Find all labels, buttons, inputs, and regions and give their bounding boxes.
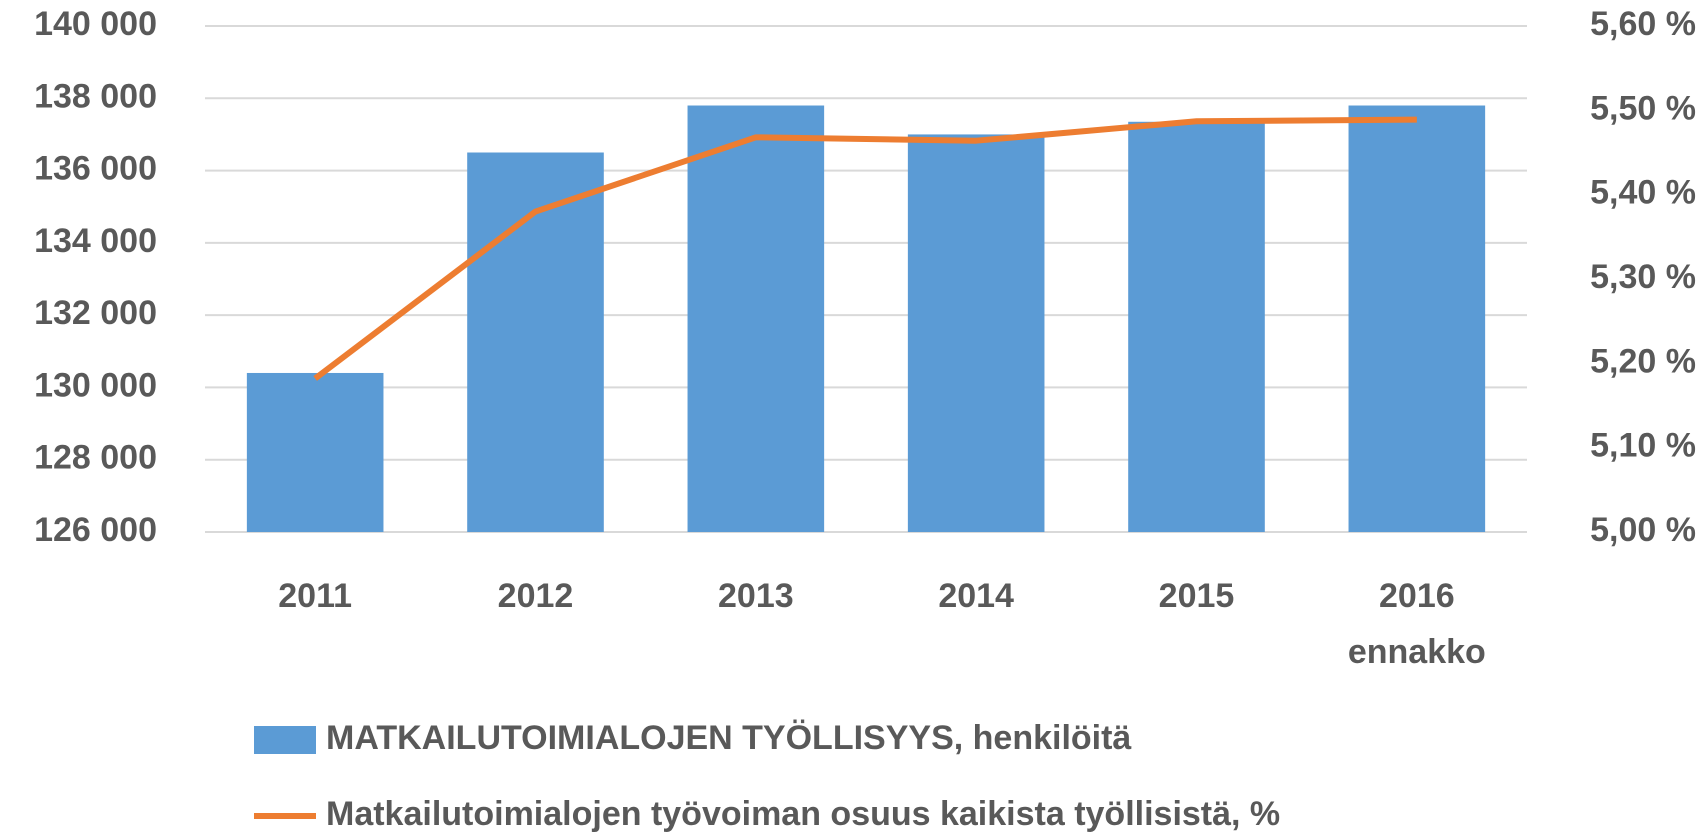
x-tick-label: 2014 [938,577,1014,615]
y2-tick-label: 5,30 % [1590,258,1696,296]
y-tick-label: 128 000 [34,439,157,477]
legend-label: MATKAILUTOIMIALOJEN TYÖLLISYYS, henkilöi… [326,719,1131,757]
y2-tick-label: 5,00 % [1590,511,1696,549]
bar [467,152,604,532]
y-tick-label: 140 000 [34,5,157,43]
y-tick-label: 134 000 [34,222,157,260]
x-tick-label: 2013 [718,577,794,615]
bar [1348,105,1486,532]
bar [1128,121,1265,533]
y2-tick-label: 5,60 % [1590,5,1696,43]
y2-tick-label: 5,20 % [1590,342,1696,380]
y-tick-label: 136 000 [34,150,157,188]
x-tick-label: 2016 ennakko [1347,577,1486,671]
y-tick-label: 138 000 [34,77,157,115]
line [313,116,1417,381]
y2-tick-label: 5,40 % [1590,174,1696,212]
legend-swatch [254,726,316,754]
x-tick-label: 2011 [278,577,353,615]
bar [246,372,384,532]
y2-tick-label: 5,50 % [1590,89,1696,127]
x-tick-label: 2012 [497,577,574,615]
bar [907,134,1045,532]
y-tick-label: 132 000 [34,294,157,332]
y-tick-label: 126 000 [34,511,157,549]
bar [687,105,825,532]
y-tick-label: 130 000 [34,366,157,404]
y2-tick-label: 5,10 % [1590,427,1696,465]
legend-label: Matkailutoimialojen työvoiman osuus kaik… [326,795,1280,832]
x-tick-label: 2015 [1158,577,1235,615]
